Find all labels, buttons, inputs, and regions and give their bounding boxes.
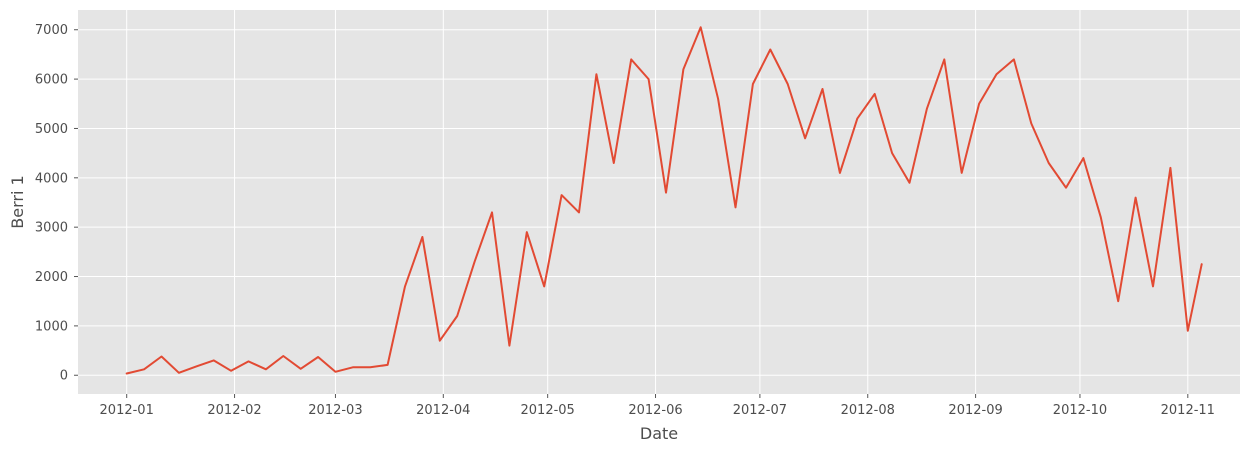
y-axis-ticks: 0 1000 2000 3000 4000 5000 6000 7000 — [35, 23, 78, 384]
x-tick-label: 2012-01 — [100, 403, 154, 418]
x-tick-label: 2012-03 — [308, 403, 362, 418]
series-line — [125, 26, 1203, 375]
y-axis-title: Berri 1 — [8, 175, 27, 228]
y-tick-label: 7000 — [35, 23, 68, 38]
x-tick-label: 2012-06 — [628, 403, 682, 418]
y-tick-label: 4000 — [35, 171, 68, 186]
y-tick-label: 2000 — [35, 270, 68, 285]
y-tick-label: 5000 — [35, 122, 68, 137]
y-gridlines — [78, 29, 1240, 376]
x-gridlines — [126, 10, 1189, 394]
y-tick-label: 1000 — [35, 319, 68, 334]
plot-background — [78, 10, 1240, 394]
series-layer — [125, 26, 1203, 375]
x-axis-ticks: 2012-01 2012-02 2012-03 2012-04 2012-05 2012-… — [100, 394, 1215, 418]
x-tick-label: 2012-11 — [1161, 403, 1215, 418]
x-tick-label: 2012-05 — [521, 403, 575, 418]
x-tick-label: 2012-04 — [416, 403, 470, 418]
y-tick-label: 0 — [60, 369, 68, 384]
x-axis-title: Date — [640, 424, 678, 443]
y-tick-label: 3000 — [35, 221, 68, 236]
x-tick-label: 2012-08 — [841, 403, 895, 418]
y-tick-label: 6000 — [35, 73, 68, 88]
x-tick-label: 2012-09 — [948, 403, 1002, 418]
x-tick-label: 2012-07 — [733, 403, 787, 418]
x-tick-label: 2012-02 — [207, 403, 261, 418]
x-tick-label: 2012-10 — [1053, 403, 1107, 418]
